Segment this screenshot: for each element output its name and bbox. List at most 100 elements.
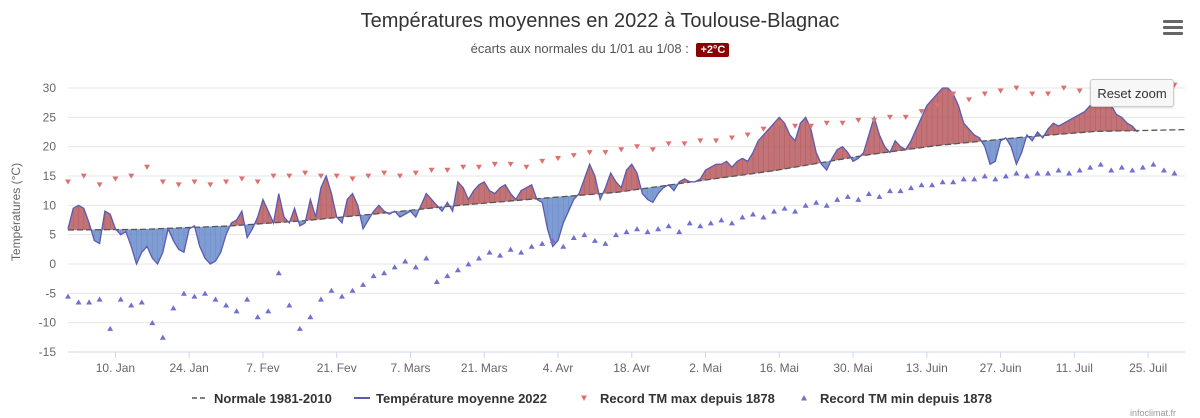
record-min-marker xyxy=(307,314,313,319)
anomaly-fill-segment xyxy=(869,117,874,154)
record-min-marker xyxy=(1066,170,1072,175)
record-min-marker xyxy=(961,176,967,181)
record-min-marker xyxy=(328,288,334,293)
record-min-marker xyxy=(1098,162,1104,167)
anomaly-fill-segment xyxy=(769,123,774,171)
record-min-marker xyxy=(255,314,261,319)
legend-symbol xyxy=(801,395,807,401)
record-min-marker xyxy=(234,308,240,313)
record-min-marker xyxy=(634,226,640,231)
anomaly-fill-segment xyxy=(131,229,136,264)
record-min-marker xyxy=(676,229,682,234)
anomaly-fill-segment xyxy=(927,100,932,147)
record-min-marker xyxy=(529,244,535,249)
record-min-marker xyxy=(413,264,419,269)
record-min-marker xyxy=(97,297,103,302)
record-min-marker xyxy=(834,197,840,202)
x-tick-label: 7. Fev xyxy=(246,361,279,375)
x-tick-label: 21. Fev xyxy=(317,361,357,375)
record-max-marker xyxy=(144,165,150,170)
record-max-marker xyxy=(745,133,751,138)
x-tick-label: 13. Juin xyxy=(906,361,948,375)
record-min-marker xyxy=(666,223,672,228)
record-min-marker xyxy=(455,267,461,272)
record-max-marker xyxy=(476,165,482,170)
anomaly-fill-segment xyxy=(779,117,784,169)
anomaly-fill-segment xyxy=(943,88,948,145)
record-min-marker xyxy=(866,191,872,196)
record-max-marker xyxy=(1045,91,1051,96)
record-max-marker xyxy=(176,182,182,187)
record-min-marker xyxy=(476,255,482,260)
record-min-marker xyxy=(76,299,82,304)
legend-item[interactable]: Record TM max depuis 1878 xyxy=(581,391,775,406)
record-min-marker xyxy=(876,194,882,199)
chart-title: Températures moyennes en 2022 à Toulouse… xyxy=(0,10,1200,33)
anomaly-fill-segment xyxy=(948,88,953,144)
legend-item[interactable]: Température moyenne 2022 xyxy=(354,391,547,406)
record-max-marker xyxy=(840,121,846,126)
record-max-marker xyxy=(855,118,861,123)
y-tick-label: 25 xyxy=(43,110,57,124)
record-max-marker xyxy=(760,127,766,132)
record-min-marker xyxy=(139,299,145,304)
record-max-marker xyxy=(650,147,656,152)
legend-item[interactable]: Record TM min depuis 1878 xyxy=(801,391,992,406)
record-min-marker xyxy=(497,253,503,258)
record-max-marker xyxy=(207,182,213,187)
y-tick-label: 15 xyxy=(43,169,57,183)
anomaly-fill-segment xyxy=(627,164,632,191)
reset-zoom-button[interactable]: Reset zoom xyxy=(1090,79,1174,107)
record-min-marker xyxy=(170,305,176,310)
record-max-marker xyxy=(523,165,529,170)
x-tick-label: 24. Jan xyxy=(169,361,208,375)
record-max-marker xyxy=(681,141,687,146)
record-min-marker xyxy=(1108,167,1114,172)
legend[interactable]: Normale 1981-2010 Température moyenne 202… xyxy=(192,391,992,406)
x-tick-label: 11. Juil xyxy=(1056,361,1093,375)
y-tick-label: -15 xyxy=(39,345,57,359)
record-max-marker xyxy=(444,168,450,173)
legend-item[interactable]: Normale 1981-2010 xyxy=(192,391,332,406)
record-min-marker xyxy=(371,273,377,278)
anomaly-fill-segment xyxy=(479,182,484,204)
y-tick-label: -5 xyxy=(45,286,56,300)
record-max-marker xyxy=(381,171,387,176)
x-tick-label: 2. Mai xyxy=(689,361,722,375)
anomaly-fill-segment xyxy=(874,117,879,154)
record-max-marker xyxy=(697,138,703,143)
y-tick-label: -10 xyxy=(39,316,57,330)
record-max-marker xyxy=(413,171,419,176)
record-max-marker xyxy=(223,179,229,184)
record-min-marker xyxy=(992,176,998,181)
record-min-marker xyxy=(1161,167,1167,172)
record-min-marker xyxy=(1140,165,1146,170)
record-min-marker xyxy=(1056,167,1062,172)
x-tick-label: 4. Avr xyxy=(543,361,573,375)
record-max-marker xyxy=(729,135,735,140)
anomaly-fill-segment xyxy=(937,88,942,145)
record-min-marker xyxy=(276,270,282,275)
record-max-marker xyxy=(555,156,561,161)
record-min-marker xyxy=(940,179,946,184)
anomaly-fill-segment xyxy=(79,205,84,230)
record-min-marker xyxy=(128,302,134,307)
record-min-marker xyxy=(1077,167,1083,172)
anomaly-fill-segment xyxy=(326,176,331,219)
anomaly-fill-segment xyxy=(73,205,78,230)
record-max-marker xyxy=(666,141,672,146)
record-min-marker xyxy=(592,238,598,243)
record-min-marker xyxy=(718,217,724,222)
anomaly-badge: +2°C xyxy=(696,43,729,57)
anomaly-fill-segment xyxy=(843,147,848,159)
record-min-marker xyxy=(339,294,345,299)
record-min-marker xyxy=(602,241,608,246)
record-min-marker xyxy=(286,302,292,307)
record-min-marker xyxy=(360,282,366,287)
hamburger-icon[interactable] xyxy=(1163,20,1183,36)
record-min-marker xyxy=(855,197,861,202)
anomaly-fill-segment xyxy=(958,106,963,144)
record-min-marker xyxy=(655,226,661,231)
record-min-marker xyxy=(1034,170,1040,175)
record-min-marker xyxy=(318,297,324,302)
